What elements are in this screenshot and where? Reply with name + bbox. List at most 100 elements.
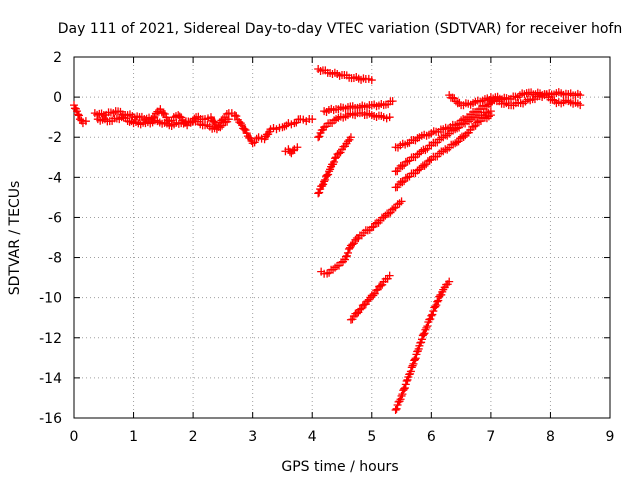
series-track-l bbox=[391, 111, 495, 192]
data-point bbox=[81, 117, 90, 126]
data-point bbox=[75, 115, 84, 124]
data-point bbox=[290, 119, 299, 128]
series-track-k bbox=[391, 277, 454, 414]
data-point bbox=[322, 172, 331, 181]
data-point bbox=[486, 107, 495, 116]
data-point bbox=[385, 271, 394, 280]
data-point bbox=[318, 181, 327, 190]
data-point bbox=[419, 330, 428, 339]
data-point bbox=[398, 390, 407, 399]
data-point bbox=[385, 113, 394, 122]
y-tick-label: -6 bbox=[48, 210, 62, 226]
data-point bbox=[457, 116, 466, 125]
data-point bbox=[369, 291, 378, 300]
data-point bbox=[288, 146, 297, 155]
data-point bbox=[576, 101, 585, 110]
data-point bbox=[355, 305, 364, 314]
data-point bbox=[400, 384, 409, 393]
data-point bbox=[344, 245, 353, 254]
x-tick-label: 0 bbox=[70, 429, 79, 445]
data-point bbox=[439, 147, 448, 156]
data-point bbox=[370, 289, 379, 298]
plot-frame bbox=[73, 56, 611, 419]
data-point bbox=[325, 167, 334, 176]
series-track-p bbox=[486, 88, 585, 110]
data-point bbox=[343, 248, 352, 257]
data-point bbox=[119, 113, 128, 122]
data-point bbox=[348, 240, 357, 249]
data-point bbox=[159, 109, 168, 118]
data-point bbox=[408, 361, 417, 370]
data-point bbox=[402, 377, 411, 386]
data-point bbox=[73, 110, 82, 119]
data-point bbox=[397, 197, 406, 206]
data-point bbox=[451, 139, 460, 148]
series-track-i bbox=[317, 197, 406, 278]
data-point bbox=[330, 157, 339, 166]
grid-lines bbox=[74, 57, 610, 418]
data-point bbox=[320, 177, 329, 186]
y-axis-label: SDTVAR / TECUs bbox=[7, 181, 23, 296]
x-tick-label: 4 bbox=[308, 429, 317, 445]
data-point bbox=[389, 204, 398, 213]
data-point bbox=[278, 123, 287, 132]
x-tick-label: 1 bbox=[129, 429, 138, 445]
data-point bbox=[469, 122, 478, 131]
data-point bbox=[406, 367, 415, 376]
series-track-f bbox=[314, 108, 394, 142]
data-point bbox=[74, 111, 83, 120]
tick-labels: 0 1 2 3 4 5 6 7 8 9 2 0 -2 -4 -6 -8 -10 -12 -14 -16 bbox=[39, 50, 614, 445]
data-point bbox=[428, 310, 437, 319]
data-point bbox=[403, 173, 412, 182]
data-point bbox=[395, 199, 404, 208]
data-point bbox=[427, 311, 436, 320]
x-axis-label: GPS time / hours bbox=[281, 459, 398, 475]
data-point bbox=[222, 109, 231, 118]
data-point bbox=[315, 188, 324, 197]
data-point bbox=[379, 213, 388, 222]
data-point bbox=[431, 302, 440, 311]
series-track-a bbox=[70, 101, 90, 128]
data-point bbox=[433, 297, 442, 306]
data-point bbox=[434, 296, 443, 305]
y-tick-label: 2 bbox=[53, 50, 62, 66]
data-point bbox=[384, 209, 393, 218]
data-point bbox=[398, 162, 407, 171]
data-point bbox=[439, 133, 448, 142]
data-point bbox=[232, 112, 241, 121]
x-tick-label: 5 bbox=[367, 429, 376, 445]
series-track-b bbox=[90, 105, 317, 148]
axes bbox=[73, 56, 611, 419]
data-point bbox=[429, 307, 438, 316]
data-point bbox=[420, 329, 429, 338]
data-point bbox=[452, 138, 461, 147]
data-point bbox=[471, 121, 480, 130]
series-track-j bbox=[346, 271, 394, 324]
data-point bbox=[236, 119, 245, 128]
data-point bbox=[443, 131, 452, 140]
x-tick-label: 8 bbox=[546, 429, 555, 445]
data-point bbox=[403, 157, 412, 166]
data-point bbox=[315, 132, 324, 141]
data-point bbox=[395, 397, 404, 406]
data-point bbox=[388, 205, 397, 214]
data-point bbox=[280, 122, 289, 131]
data-point bbox=[451, 121, 460, 130]
data-point bbox=[335, 149, 344, 158]
data-point bbox=[417, 163, 426, 172]
data-point bbox=[391, 405, 400, 414]
data-point bbox=[398, 178, 407, 187]
data-point bbox=[425, 156, 434, 165]
chart-title: Day 111 of 2021, Sidereal Day-to-day VTE… bbox=[58, 21, 622, 37]
data-point bbox=[230, 111, 239, 120]
y-tick-label: -10 bbox=[39, 291, 62, 307]
data-point bbox=[331, 154, 340, 163]
data-point bbox=[240, 125, 249, 134]
data-point bbox=[224, 115, 233, 124]
data-point bbox=[388, 97, 397, 106]
data-point bbox=[321, 175, 330, 184]
y-tick-label: -8 bbox=[48, 251, 62, 267]
y-tick-label: -12 bbox=[39, 331, 62, 347]
data-point bbox=[407, 363, 416, 372]
